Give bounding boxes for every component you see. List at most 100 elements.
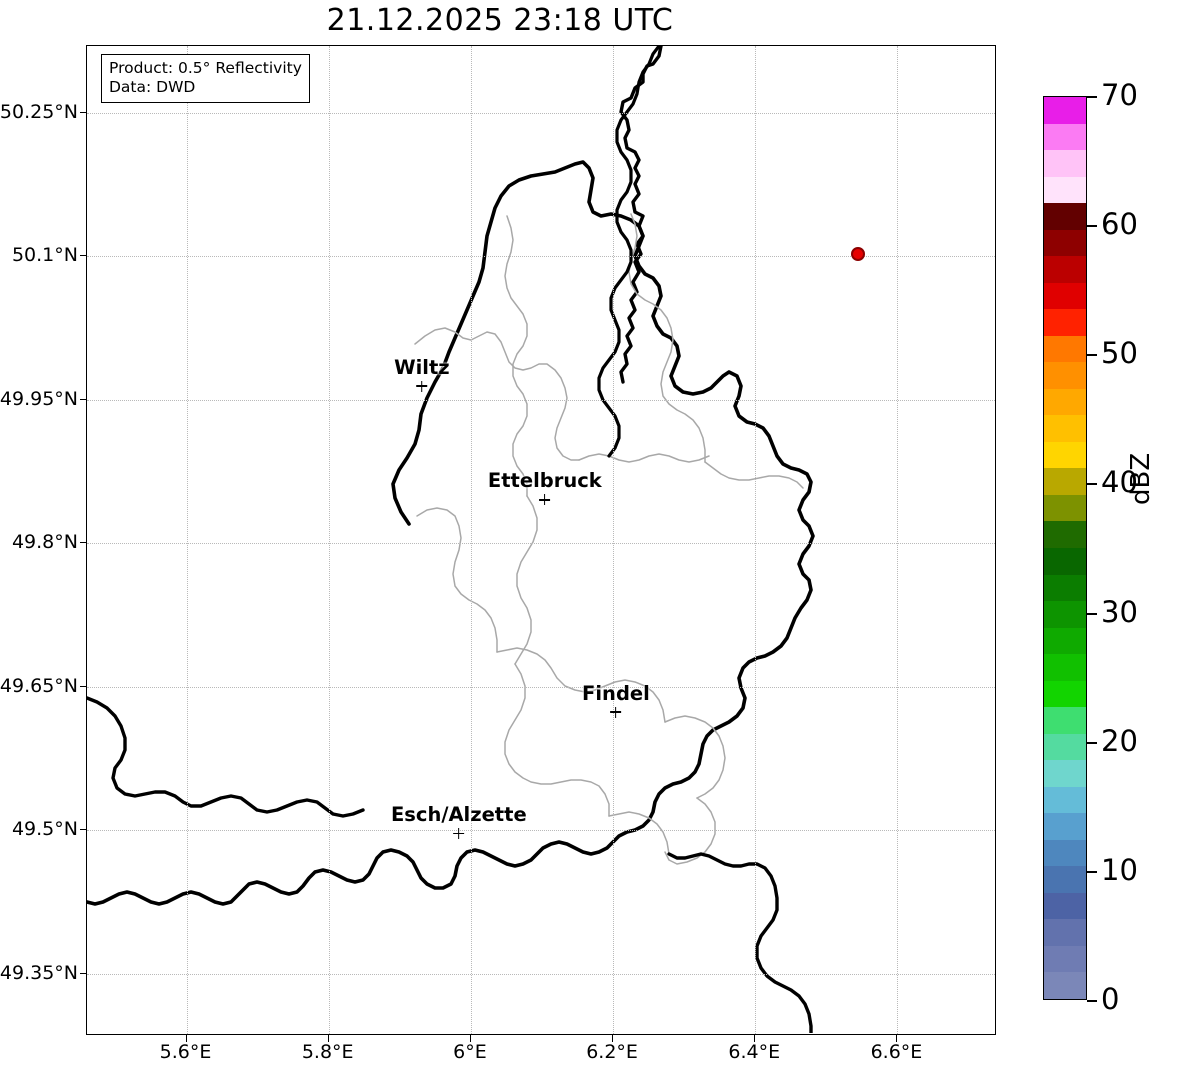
y-axis-tick-label: 50.1°N bbox=[11, 244, 78, 267]
y-axis-tick-mark bbox=[80, 542, 86, 544]
city-marker-ettelbruck: Ettelbruck bbox=[488, 471, 602, 507]
y-axis-tick-label: 50.25°N bbox=[0, 100, 78, 123]
colorbar-band bbox=[1044, 760, 1086, 787]
colorbar-band bbox=[1044, 813, 1086, 840]
y-axis-tick-mark bbox=[80, 685, 86, 687]
colorbar-band bbox=[1044, 919, 1086, 946]
colorbar-tick-label: 50 bbox=[1101, 336, 1138, 371]
colorbar-band bbox=[1044, 733, 1086, 761]
colorbar-band bbox=[1044, 892, 1086, 920]
page-title: 21.12.2025 23:18 UTC bbox=[326, 3, 674, 38]
y-axis-tick-mark bbox=[80, 972, 86, 974]
x-axis-tick-label: 6.4°E bbox=[728, 1041, 781, 1063]
colorbar-band bbox=[1044, 494, 1086, 522]
colorbar-tick-mark bbox=[1087, 870, 1097, 873]
colorbar-band bbox=[1044, 441, 1086, 469]
gridline-horizontal bbox=[87, 973, 995, 975]
gridline-horizontal bbox=[87, 686, 995, 688]
colorbar-band bbox=[1044, 362, 1086, 389]
gridline-horizontal bbox=[87, 830, 995, 832]
product-info-box: Product: 0.5° Reflectivity Data: DWD bbox=[101, 54, 310, 103]
city-marker-esch-alzette: Esch/Alzette bbox=[391, 805, 527, 841]
city-label: Wiltz bbox=[394, 355, 450, 379]
colorbar-band bbox=[1044, 282, 1086, 310]
y-axis-tick-label: 49.65°N bbox=[0, 674, 78, 697]
gridline-vertical bbox=[328, 46, 330, 1034]
gridline-vertical bbox=[613, 46, 615, 1034]
colorbar-band bbox=[1044, 839, 1086, 867]
x-axis-tick-mark bbox=[754, 1035, 756, 1042]
x-axis-tick-mark bbox=[327, 1035, 329, 1042]
colorbar-tick-mark bbox=[1087, 354, 1097, 357]
gridline-vertical bbox=[470, 46, 472, 1034]
colorbar bbox=[1043, 96, 1087, 1000]
radar-map-plot: Wiltz Ettelbruck Findel Esch/Alzette Produc… bbox=[86, 45, 996, 1035]
colorbar-band bbox=[1044, 654, 1086, 681]
colorbar-tick-mark bbox=[1087, 225, 1097, 228]
colorbar-tick-mark bbox=[1087, 1000, 1097, 1002]
y-axis-tick-mark bbox=[80, 255, 86, 257]
colorbar-band bbox=[1044, 945, 1086, 973]
colorbar-band bbox=[1044, 176, 1086, 204]
colorbar-band bbox=[1044, 601, 1086, 628]
x-axis-tick-mark bbox=[896, 1035, 898, 1042]
map-canvas: Wiltz Ettelbruck Findel Esch/Alzette bbox=[87, 46, 995, 1034]
colorbar-tick-mark bbox=[1087, 741, 1097, 744]
colorbar-tick-label: 60 bbox=[1101, 207, 1138, 242]
colorbar-tick-label: 10 bbox=[1101, 852, 1138, 887]
colorbar-band bbox=[1044, 229, 1086, 257]
gridline-horizontal bbox=[87, 256, 995, 258]
plus-marker-icon bbox=[452, 827, 466, 841]
colorbar-band bbox=[1044, 150, 1086, 177]
city-label: Esch/Alzette bbox=[390, 803, 527, 827]
gridline-horizontal bbox=[87, 112, 995, 114]
colorbar-band bbox=[1044, 335, 1086, 363]
map-geometry bbox=[87, 46, 815, 1033]
colorbar-band bbox=[1044, 680, 1086, 708]
colorbar-tick-label: 0 bbox=[1101, 982, 1120, 1016]
gridline-horizontal bbox=[87, 543, 995, 545]
city-marker-findel: Findel bbox=[582, 681, 650, 720]
colorbar-band bbox=[1044, 388, 1086, 416]
colorbar-band bbox=[1044, 521, 1086, 548]
colorbar-band bbox=[1044, 256, 1086, 283]
colorbar-band bbox=[1044, 574, 1086, 602]
x-axis-tick-label: 5.8°E bbox=[301, 1041, 354, 1063]
colorbar-tick-label: 40 bbox=[1101, 465, 1138, 500]
colorbar-band bbox=[1044, 203, 1086, 230]
city-label: Ettelbruck bbox=[487, 469, 602, 493]
gridline-horizontal bbox=[87, 399, 995, 401]
colorbar-band bbox=[1044, 627, 1086, 655]
colorbar-band bbox=[1044, 97, 1086, 124]
x-axis-tick-label: 6.6°E bbox=[870, 1041, 923, 1063]
city-label: Findel bbox=[582, 681, 650, 705]
colorbar-tick-label: 70 bbox=[1101, 78, 1138, 112]
colorbar-band bbox=[1044, 866, 1086, 893]
product-line: Product: 0.5° Reflectivity bbox=[109, 59, 302, 77]
plus-marker-icon bbox=[415, 380, 429, 394]
colorbar-band bbox=[1044, 548, 1086, 575]
x-axis-tick-mark bbox=[612, 1035, 614, 1042]
colorbar-tick-mark bbox=[1087, 96, 1097, 98]
colorbar-band bbox=[1044, 309, 1086, 336]
colorbar-band bbox=[1044, 468, 1086, 495]
y-axis-tick-mark bbox=[80, 398, 86, 400]
gridline-vertical bbox=[897, 46, 899, 1034]
plus-marker-icon bbox=[538, 493, 552, 507]
y-axis-tick-label: 49.5°N bbox=[11, 818, 78, 841]
y-axis-tick-label: 49.8°N bbox=[11, 531, 78, 554]
x-axis-tick-mark bbox=[469, 1035, 471, 1042]
colorbar-axis-label: dBZ bbox=[1126, 452, 1156, 505]
x-axis-tick-mark bbox=[185, 1035, 187, 1042]
colorbar-band bbox=[1044, 972, 1086, 999]
colorbar-band bbox=[1044, 786, 1086, 814]
colorbar-tick-label: 20 bbox=[1101, 723, 1138, 758]
y-axis-tick-mark bbox=[80, 111, 86, 113]
colorbar-band bbox=[1044, 707, 1086, 734]
colorbar-tick-mark bbox=[1087, 612, 1097, 615]
colorbar-tick-label: 30 bbox=[1101, 594, 1138, 629]
colorbar-band bbox=[1044, 415, 1086, 442]
y-axis-tick-mark bbox=[80, 829, 86, 831]
gridline-vertical bbox=[186, 46, 188, 1034]
y-axis-tick-label: 49.95°N bbox=[0, 387, 78, 410]
